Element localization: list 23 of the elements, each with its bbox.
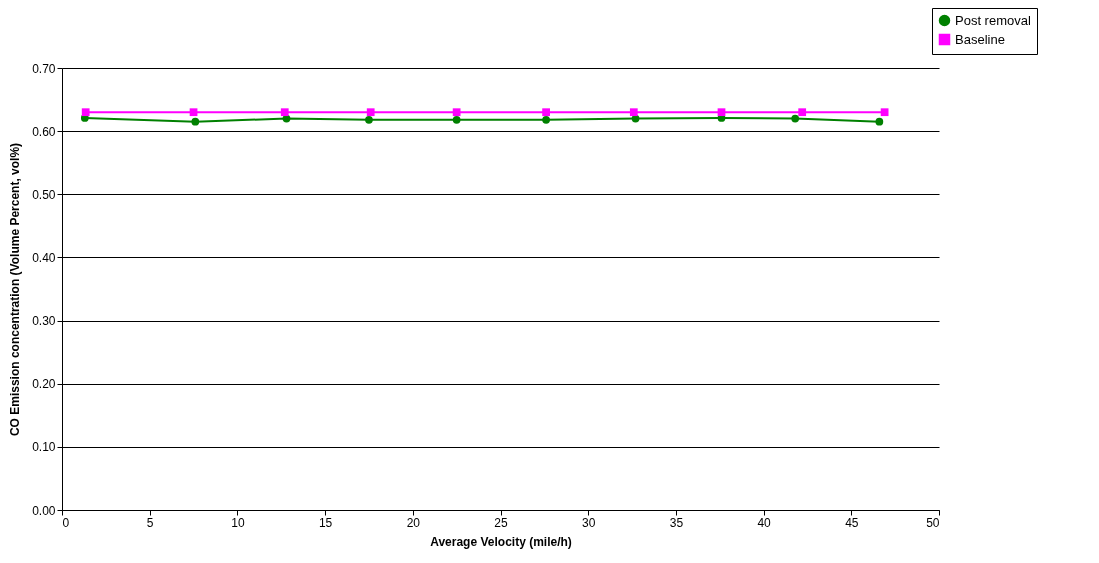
x-tick-label: 35 xyxy=(669,515,684,530)
y-tick-label: 0.30 xyxy=(32,314,56,329)
legend-label: Post removal xyxy=(955,12,1031,28)
x-tick-label: 30 xyxy=(582,515,596,530)
y-tick-label: 0.70 xyxy=(32,61,56,76)
x-tick-label: 0 xyxy=(62,515,70,530)
y-tick-label: 0.50 xyxy=(32,187,56,202)
x-tick-label: 45 xyxy=(845,515,859,530)
x-tick-label: 5 xyxy=(146,515,154,530)
x-tick-label: 50 xyxy=(926,515,940,530)
y-tick-label: 0.40 xyxy=(32,250,56,265)
y-tick-label: 0.20 xyxy=(32,377,56,392)
x-axis-title: Average Velocity (mile/h) xyxy=(430,534,572,549)
y-tick-label: 0.10 xyxy=(32,440,56,455)
y-axis-title: CO Emission concentration (Volume Percent, vol%) xyxy=(8,142,23,437)
x-tick-label: 20 xyxy=(406,515,421,530)
x-tick-label: 25 xyxy=(494,515,508,530)
x-tick-label: 10 xyxy=(231,515,245,530)
y-tick-label: 0.00 xyxy=(32,503,56,518)
x-tick-label: 15 xyxy=(318,515,333,530)
x-tick-label: 40 xyxy=(757,515,772,530)
y-tick-label: 0.60 xyxy=(32,124,56,139)
legend-label: Baseline xyxy=(955,31,1005,47)
